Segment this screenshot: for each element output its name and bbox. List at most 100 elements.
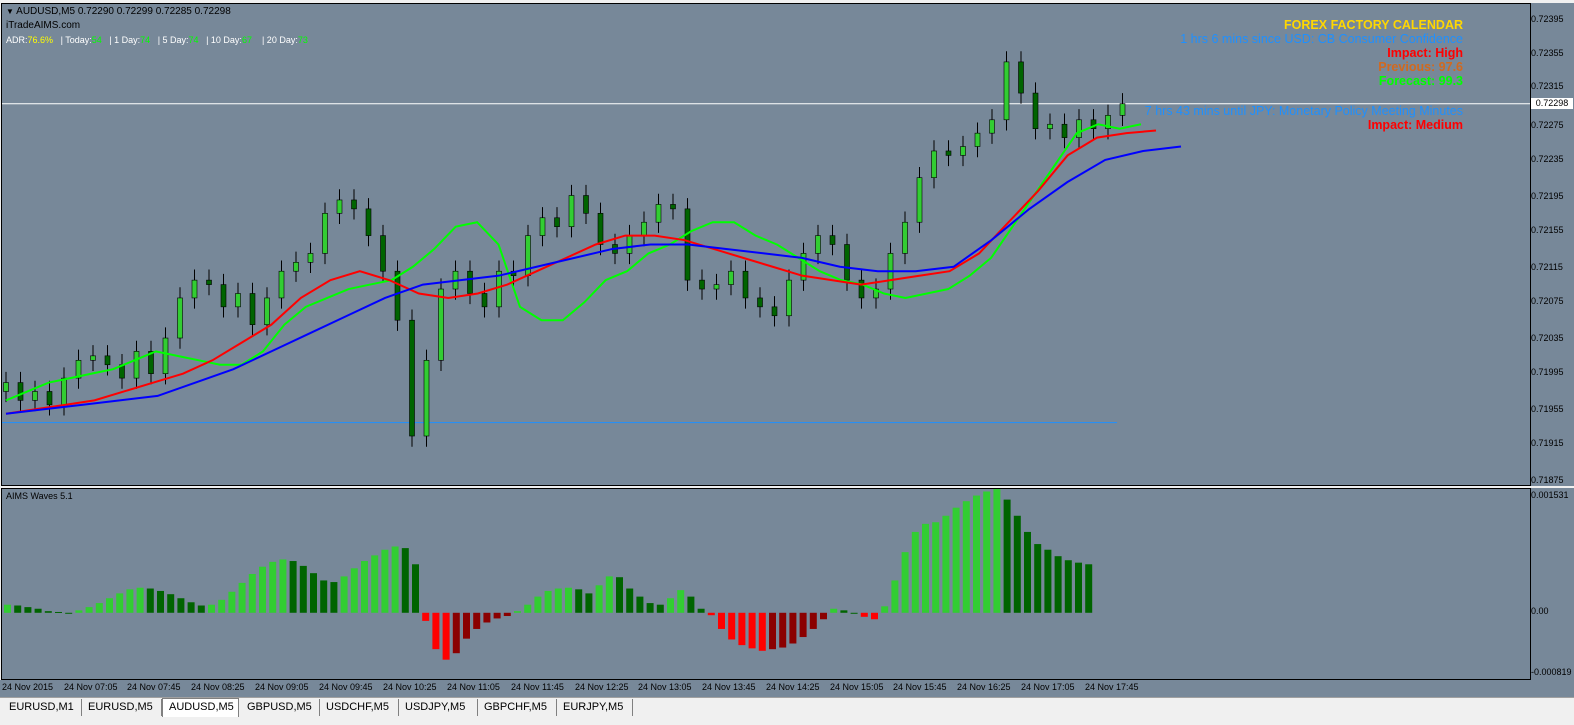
candle-body (394, 270, 401, 321)
time-tick: 24 Nov 08:25 (191, 682, 245, 692)
candle-body (539, 217, 546, 236)
price-tick: 0.72275 (1531, 120, 1564, 130)
candle-body (858, 279, 865, 299)
candle-body (351, 199, 357, 210)
calendar-event-2: 7 hrs 43 mins until JPY: Monetary Policy… (1144, 104, 1463, 118)
day10-value: 67 (241, 35, 252, 45)
indicator-histogram[interactable] (2, 489, 1530, 679)
histogram-bar (238, 582, 246, 613)
candle-body (728, 270, 734, 285)
histogram-bar (310, 573, 317, 613)
candle-body (786, 279, 792, 317)
tab-eurjpy-m5[interactable]: EURJPY,M5 (557, 699, 633, 716)
calendar-impact-1: Impact: High (1387, 46, 1463, 60)
candle-body (1032, 92, 1039, 130)
histogram-bar (218, 599, 226, 613)
time-tick: 24 Nov 07:05 (64, 682, 118, 692)
tab-gbpchf-m5[interactable]: GBPCHF,M5 (478, 699, 557, 716)
histogram-bar (901, 552, 909, 613)
price-axis[interactable]: 0.72395 0.72355 0.72315 0.72275 0.72235 … (1531, 3, 1574, 486)
candle-body (713, 284, 720, 290)
today-value: 54 (91, 35, 102, 45)
histogram-bar (544, 590, 552, 613)
adr-bar: ADR:76.6% | Today:54 | 1 Day:74 | 5 Day:… (6, 35, 308, 45)
histogram-bar (1013, 515, 1021, 613)
histogram-bar (646, 603, 654, 613)
candle-body (757, 297, 763, 308)
histogram-bar (585, 593, 593, 613)
candle-body (945, 150, 952, 156)
histogram-bar (983, 491, 991, 613)
indicator-axis[interactable]: 0.001531 0.00 -0.000819 (1531, 488, 1574, 680)
candle-body (815, 235, 821, 254)
price-chart[interactable] (2, 4, 1530, 485)
candle-body (278, 270, 285, 299)
ema-slow-line (5, 145, 1182, 415)
candle-body (467, 270, 473, 294)
histogram-bar (269, 561, 277, 613)
tab-audusd-m5[interactable]: AUDUSD,M5 (162, 698, 239, 717)
histogram-bar (75, 610, 83, 613)
tab-usdchf-m5[interactable]: USDCHF,M5 (320, 699, 399, 716)
candle-body (380, 235, 386, 272)
time-tick: 24 Nov 16:25 (957, 682, 1011, 692)
tab-gbpusd-m5[interactable]: GBPUSD,M5 (241, 699, 320, 716)
histogram-bar (401, 548, 409, 613)
histogram-bar (718, 612, 725, 629)
candle-body (75, 359, 82, 379)
main-chart-panel[interactable]: ▼ AUDUSD,M5 0.72290 0.72299 0.72285 0.72… (1, 3, 1531, 486)
histogram-bar (493, 612, 501, 619)
day5-value: 74 (188, 35, 199, 45)
histogram-bar (932, 522, 940, 613)
candle-body (960, 146, 966, 156)
tab-eurusd-m5[interactable]: EURUSD,M5 (82, 699, 162, 716)
indicator-panel[interactable]: AIMS Waves 5.1 (1, 488, 1531, 680)
histogram-bar (177, 598, 185, 613)
histogram-bar (911, 531, 919, 613)
histogram-bar (463, 612, 470, 639)
histogram-bar (697, 608, 705, 613)
time-tick: 24 Nov 07:45 (127, 682, 181, 692)
histogram-bar (350, 568, 358, 613)
tab-usdjpy-m5[interactable]: USDJPY,M5 (399, 699, 478, 716)
candle-body (1119, 103, 1126, 116)
histogram-bar (830, 608, 838, 613)
price-tick: 0.72035 (1531, 333, 1564, 343)
histogram-bar (381, 549, 389, 613)
histogram-bar (167, 594, 175, 613)
candle-body (438, 288, 444, 361)
histogram-bar (616, 577, 623, 613)
candle-body (641, 221, 647, 236)
dropdown-triangle-icon[interactable]: ▼ (6, 7, 14, 16)
candle-body (626, 235, 633, 254)
candle-body (249, 293, 256, 325)
candle-body (206, 279, 212, 285)
histogram-bar (626, 588, 634, 613)
candle-body (597, 213, 604, 245)
symbol-label: AUDUSD,M5 (16, 6, 76, 17)
time-tick: 24 Nov 10:25 (383, 682, 437, 692)
histogram-bar (922, 523, 929, 613)
histogram-bar (595, 585, 603, 613)
histogram-bar (24, 607, 32, 613)
price-tick: 0.72155 (1531, 225, 1564, 235)
histogram-bar (95, 603, 103, 613)
candle-body (742, 270, 749, 299)
indicator-tick: -0.000819 (1531, 667, 1572, 677)
histogram-bar (197, 605, 205, 613)
histogram-bar (1024, 531, 1031, 613)
histogram-bar (126, 589, 134, 613)
day20-value: 73 (297, 35, 308, 45)
histogram-bar (85, 607, 93, 613)
tab-eurusd-m1[interactable]: EURUSD,M1 (3, 699, 82, 716)
candle-body (1076, 119, 1082, 138)
histogram-bar (973, 495, 980, 613)
candle-body (365, 208, 372, 236)
histogram-bar (677, 590, 685, 613)
histogram-bar (942, 515, 950, 613)
time-tick: 24 Nov 17:05 (1021, 682, 1075, 692)
time-axis[interactable] (0, 680, 1574, 697)
histogram-bar (738, 612, 746, 646)
histogram-bar (371, 555, 379, 613)
histogram-bar (452, 612, 460, 654)
